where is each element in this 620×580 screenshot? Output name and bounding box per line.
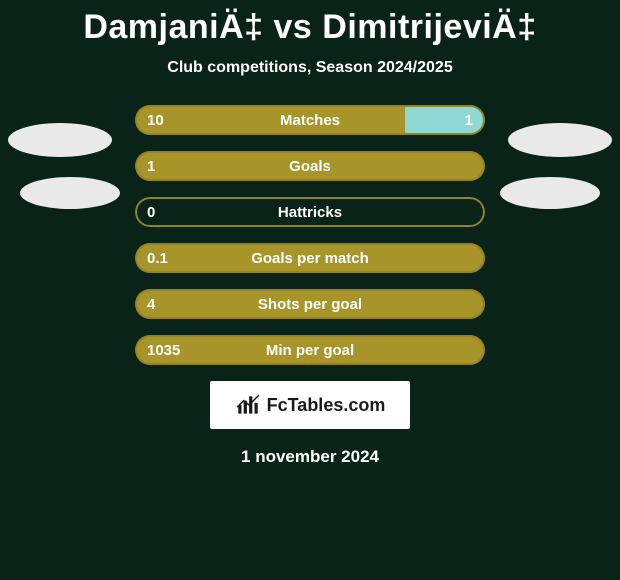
bar-label: Shots per goal [135,289,485,319]
logo-text: FcTables.com [267,395,386,416]
date-label: 1 november 2024 [0,447,620,467]
stat-bar: 1Goals [135,151,485,181]
stat-bar: 4Shots per goal [135,289,485,319]
bar-label: Min per goal [135,335,485,365]
page-title: DamjaniÄ‡ vs DimitrijeviÄ‡ [0,0,620,47]
stat-bar: 1035Min per goal [135,335,485,365]
player-oval [508,123,612,157]
player-oval [8,123,112,157]
player-oval [20,177,120,209]
stat-bar: 0Hattricks [135,197,485,227]
bar-label: Matches [135,105,485,135]
stat-bar: 0.1Goals per match [135,243,485,273]
bar-label: Hattricks [135,197,485,227]
player-oval [500,177,600,209]
comparison-stage: 10Matches11Goals0Hattricks0.1Goals per m… [0,105,620,365]
subtitle: Club competitions, Season 2024/2025 [0,59,620,77]
chart-icon [235,392,261,418]
bar-value-right: 1 [465,105,473,135]
bars-container: 10Matches11Goals0Hattricks0.1Goals per m… [135,105,485,365]
fctables-logo: FcTables.com [210,381,410,429]
bar-label: Goals per match [135,243,485,273]
stat-bar: 10Matches1 [135,105,485,135]
bar-label: Goals [135,151,485,181]
